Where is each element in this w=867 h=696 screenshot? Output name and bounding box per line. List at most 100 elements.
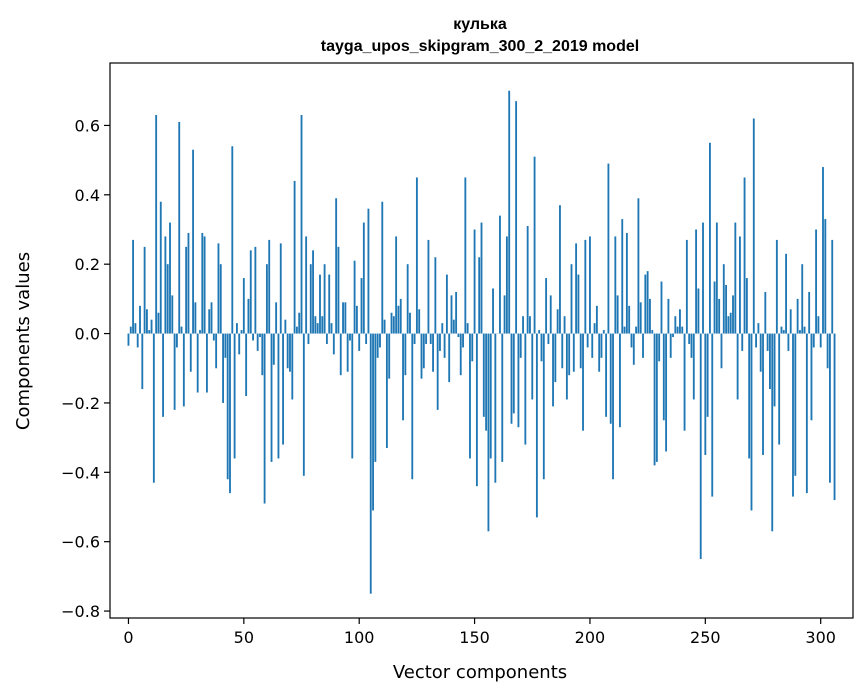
bar — [242, 278, 245, 334]
bar — [325, 333, 328, 344]
bar — [418, 309, 421, 334]
bar — [713, 281, 716, 334]
bar — [219, 264, 222, 334]
bar — [651, 330, 654, 334]
bar — [679, 309, 681, 334]
bar — [526, 226, 529, 334]
bar — [397, 305, 400, 334]
bar — [635, 326, 638, 334]
bar — [466, 323, 469, 334]
bar — [577, 274, 580, 334]
bar — [665, 333, 668, 452]
bar — [801, 264, 804, 334]
bar — [639, 302, 642, 334]
bar — [420, 333, 423, 379]
bar — [413, 333, 416, 344]
bar — [538, 330, 541, 334]
bar — [132, 239, 134, 334]
bar — [429, 333, 432, 344]
chart-title: кулька — [453, 16, 507, 33]
bar — [709, 142, 711, 334]
bar — [238, 333, 241, 355]
bar — [452, 319, 455, 334]
bar — [568, 333, 571, 376]
bar — [771, 333, 774, 532]
bar — [346, 333, 349, 372]
bar — [565, 333, 568, 400]
bar — [224, 333, 227, 358]
y-tick-label: −0.8 — [61, 602, 100, 621]
bar — [549, 295, 552, 334]
bar — [815, 229, 818, 334]
bar — [602, 330, 605, 334]
bar — [360, 278, 363, 334]
bar — [759, 333, 762, 372]
bar — [773, 333, 776, 407]
bar — [434, 257, 437, 334]
bar — [312, 250, 314, 334]
bar — [226, 333, 229, 480]
bar — [683, 333, 686, 431]
bar — [129, 326, 132, 334]
bar — [307, 333, 310, 344]
bar — [734, 222, 737, 334]
bar — [755, 333, 758, 348]
bar — [575, 243, 578, 334]
bar — [655, 333, 658, 462]
bar — [448, 333, 451, 383]
bar — [561, 333, 564, 369]
bar — [249, 250, 252, 334]
x-tick-label: 250 — [690, 628, 721, 647]
bar — [778, 333, 781, 445]
bar — [632, 333, 635, 365]
bar — [725, 285, 728, 334]
bar — [833, 333, 836, 501]
bar — [182, 333, 185, 407]
bar — [136, 333, 139, 348]
bar — [688, 333, 691, 344]
bar — [480, 222, 483, 334]
bar — [690, 333, 693, 358]
bar — [667, 298, 670, 334]
bar — [762, 333, 764, 455]
bar — [150, 319, 153, 334]
bar — [547, 333, 550, 344]
bar — [702, 222, 704, 334]
bar — [383, 319, 386, 334]
bar — [552, 333, 554, 407]
bar — [545, 278, 548, 334]
bar — [376, 333, 379, 358]
bar — [450, 295, 453, 334]
bar — [443, 333, 446, 358]
bar — [766, 333, 769, 351]
bar — [628, 305, 631, 334]
bar — [173, 333, 176, 410]
bar — [323, 264, 326, 334]
bar — [441, 323, 444, 334]
x-tick-label: 100 — [344, 628, 375, 647]
bar — [469, 333, 471, 459]
bar — [367, 208, 370, 334]
bar — [508, 90, 511, 334]
bar — [436, 333, 439, 410]
bar — [222, 333, 224, 403]
bar — [390, 312, 393, 334]
bar — [169, 222, 171, 334]
bar — [196, 333, 199, 393]
bar — [270, 333, 273, 462]
bar — [473, 229, 476, 334]
bar — [524, 333, 527, 445]
bar — [205, 333, 208, 393]
bar — [780, 326, 783, 334]
bar — [256, 333, 259, 351]
bar — [432, 333, 434, 372]
bar — [711, 333, 714, 497]
bar — [660, 281, 663, 334]
bar — [185, 246, 188, 334]
bar — [332, 333, 335, 355]
bar — [265, 264, 268, 334]
bar — [381, 201, 384, 334]
bar — [722, 264, 725, 334]
bar — [533, 156, 536, 334]
